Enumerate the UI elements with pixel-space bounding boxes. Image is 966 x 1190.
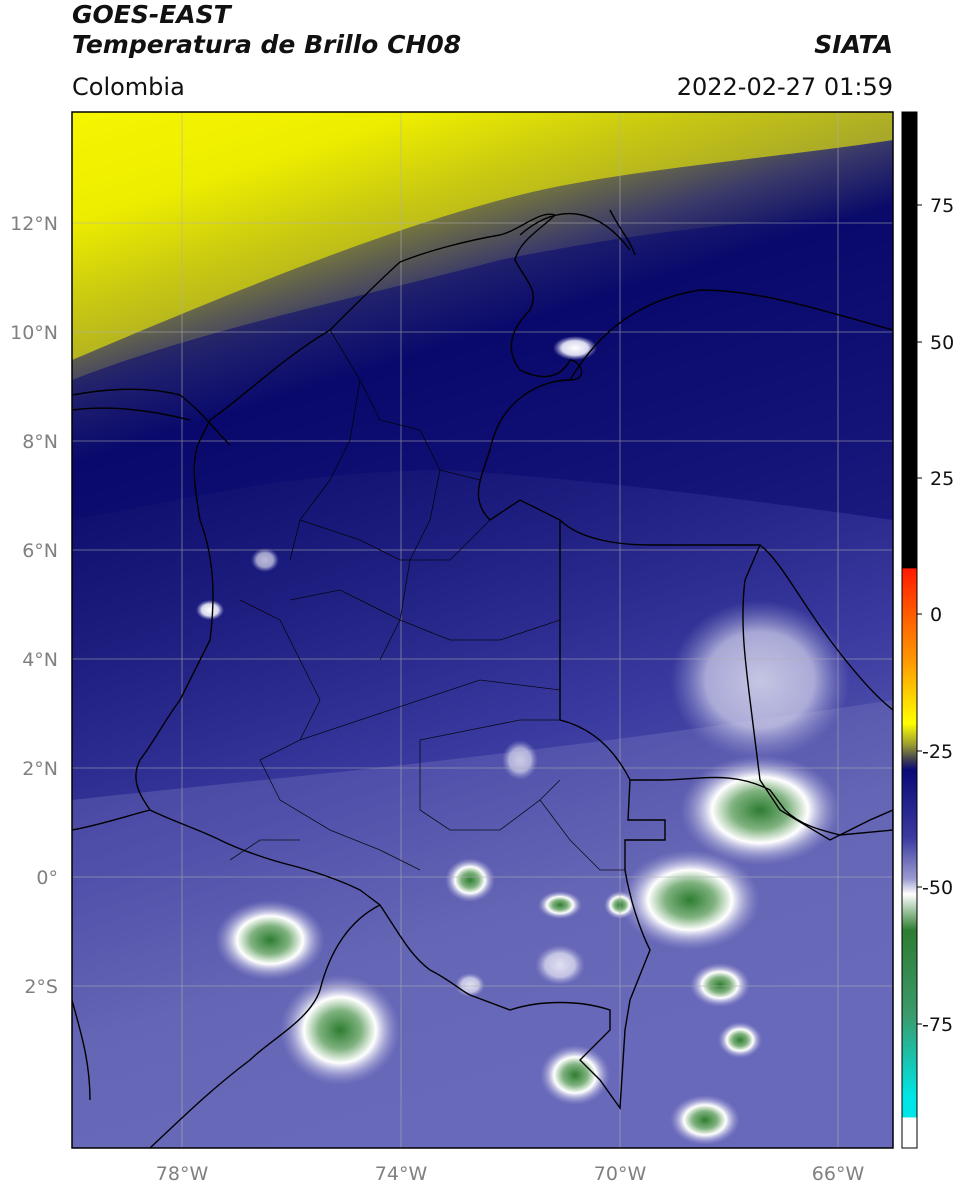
lat-tick-label: 6°N — [22, 540, 58, 562]
product-title: Temperatura de Brillo CH08 — [72, 30, 462, 59]
lat-tick-label: 10°N — [10, 322, 58, 344]
colorbar-tick-label: 50 — [930, 332, 954, 354]
satellite-imagery — [72, 112, 893, 1148]
lat-tick-label: 0° — [36, 867, 58, 889]
graticule — [72, 112, 893, 1148]
organization-label: SIATA — [814, 30, 893, 59]
map-frame — [71, 111, 894, 1149]
satellite-title: GOES-EAST — [72, 0, 231, 29]
title-block: GOES-EAST Temperatura de Brillo CH08 Col… — [72, 0, 461, 102]
longitude-labels: 78°W 74°W 70°W 66°W — [156, 1163, 865, 1185]
colorbar: 75 50 25 0 -25 -50 -75 — [901, 111, 954, 1149]
region-label: Colombia — [72, 73, 185, 101]
title-right-block: SIATA 2022-02-27 01:59 — [677, 30, 893, 102]
colorbar-tick-label: -75 — [922, 1014, 953, 1036]
department-boundaries — [229, 329, 625, 871]
latitude-labels: 12°N 10°N 8°N 6°N 4°N 2°N 0° 2°S — [10, 213, 58, 998]
datetime-label: 2022-02-27 01:59 — [676, 73, 893, 101]
lon-tick-label: 66°W — [812, 1163, 865, 1185]
lon-tick-label: 70°W — [594, 1163, 647, 1185]
lon-tick-label: 74°W — [375, 1163, 428, 1185]
lat-tick-label: 2°S — [24, 976, 58, 998]
lat-tick-label: 4°N — [22, 649, 58, 671]
colorbar-tick-label: 0 — [930, 604, 942, 626]
lat-tick-label: 12°N — [10, 213, 58, 235]
colorbar-tick-label: 75 — [930, 195, 954, 217]
lat-tick-label: 8°N — [22, 431, 58, 453]
colorbar-tick-label: -25 — [922, 741, 953, 763]
country-boundaries — [72, 209, 893, 1148]
lat-tick-label: 2°N — [22, 758, 58, 780]
lon-tick-label: 78°W — [156, 1163, 209, 1185]
colorbar-tick-label: 25 — [930, 468, 954, 490]
colorbar-tick-label: -50 — [922, 877, 953, 899]
